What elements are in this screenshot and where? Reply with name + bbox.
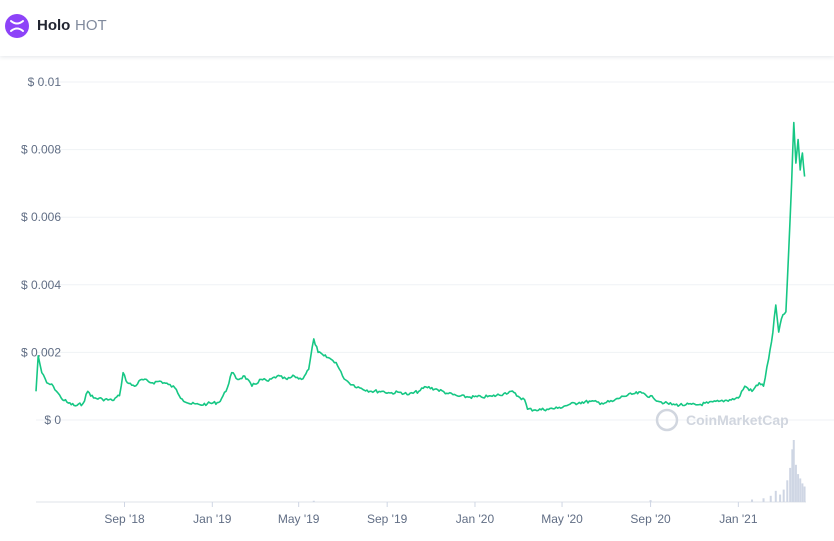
volume-bars	[312, 440, 806, 502]
price-series-line	[35, 121, 806, 412]
volume-bar	[769, 495, 772, 502]
x-tick-label: Jan '21	[719, 512, 758, 526]
volume-bar	[801, 483, 804, 502]
y-axis: $ 0 $ 0.002 $ 0.004 $ 0.006 $ 0.008 $ 0.01	[21, 75, 61, 427]
coin-name: Holo	[37, 17, 71, 34]
volume-bar	[791, 449, 794, 502]
x-tick-label: Jan '19	[193, 512, 232, 526]
volume-bar	[649, 500, 652, 502]
y-tick-label: $ 0.01	[28, 75, 62, 89]
x-tick-label: Sep '20	[630, 512, 671, 526]
x-tick-label: Jan '20	[456, 512, 495, 526]
y-tick-label: $ 0.004	[21, 278, 61, 292]
volume-bar	[789, 467, 792, 502]
y-tick-label: $ 0.008	[21, 143, 61, 157]
x-axis: Sep '18 Jan '19 May '19 Sep '19 Jan '20 May '…	[104, 502, 758, 526]
volume-bar	[803, 486, 806, 502]
volume-bar	[797, 474, 800, 502]
x-tick-label: May '20	[541, 512, 583, 526]
y-tick-label: $ 0	[44, 413, 61, 427]
volume-bar	[792, 440, 795, 502]
volume-bar	[799, 478, 802, 502]
price-line	[35, 121, 806, 412]
y-tick-label: $ 0.006	[21, 210, 61, 224]
holo-logo-icon	[5, 14, 29, 38]
x-tick-label: Sep '19	[367, 512, 408, 526]
x-tick-label: Sep '18	[104, 512, 145, 526]
coin-symbol: HOT	[75, 17, 107, 34]
volume-bar	[312, 500, 315, 502]
coinmarketcap-logo-icon	[655, 408, 679, 432]
volume-bar	[786, 480, 789, 502]
volume-bar	[782, 489, 785, 502]
volume-bar	[762, 498, 765, 502]
volume-bar	[794, 464, 797, 502]
watermark-text: CoinMarketCap	[686, 412, 789, 428]
volume-bar	[774, 490, 777, 502]
chart-header: Holo HOT	[0, 0, 834, 56]
volume-bar	[751, 499, 754, 502]
watermark: CoinMarketCap	[655, 408, 789, 432]
volume-bar	[779, 494, 782, 502]
grid-lines	[36, 81, 834, 503]
x-tick-label: May '19	[278, 512, 320, 526]
y-tick-label: $ 0.002	[21, 345, 61, 359]
